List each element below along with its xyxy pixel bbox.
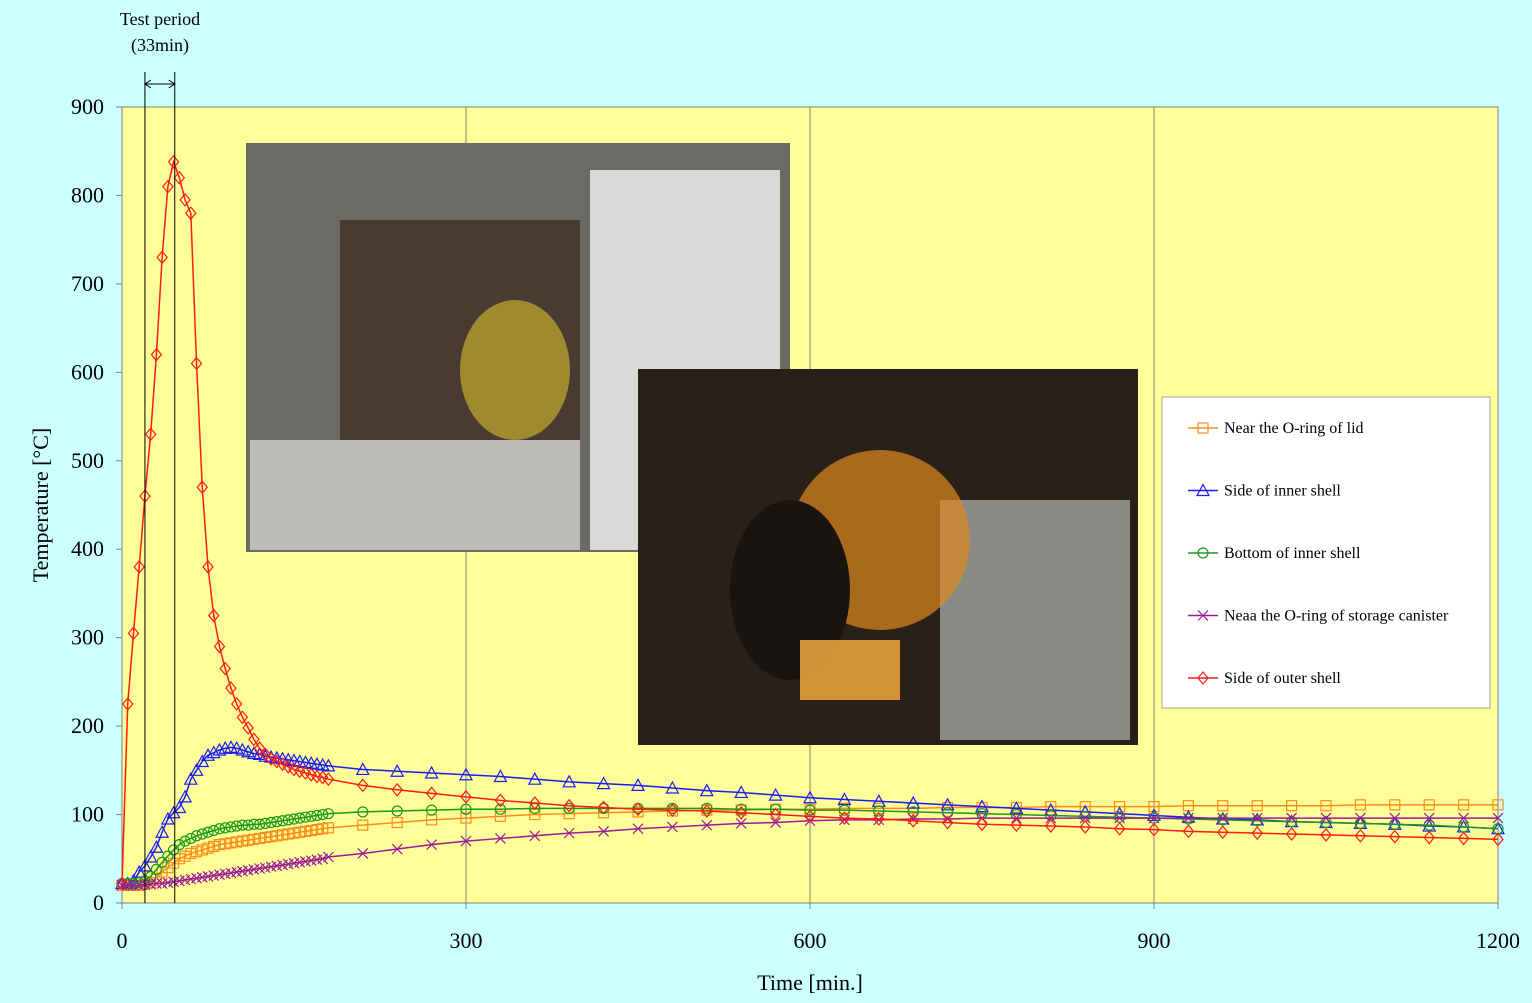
y-tick-label: 200 bbox=[71, 713, 104, 738]
y-tick-label: 600 bbox=[71, 359, 104, 384]
y-tick-label: 900 bbox=[71, 94, 104, 119]
x-axis-label: Time [min.] bbox=[757, 970, 863, 995]
legend-label: Neaa the O-ring of storage canister bbox=[1224, 608, 1449, 625]
x-tick-label: 300 bbox=[450, 928, 483, 953]
photo-1-lid bbox=[460, 300, 570, 440]
chart: 0 300 600 900 1200 0 100 200 300 400 500 600 700 800 9… bbox=[0, 0, 1532, 998]
legend-label: Bottom of inner shell bbox=[1224, 545, 1361, 562]
y-tick-label: 400 bbox=[71, 536, 104, 561]
x-tick-label: 0 bbox=[117, 928, 128, 953]
annotation: Test period bbox=[120, 9, 200, 29]
y-tick-label: 800 bbox=[71, 182, 104, 207]
legend-label: Side of inner shell bbox=[1224, 483, 1341, 500]
y-tick-label: 0 bbox=[93, 890, 104, 915]
test-period-arrow bbox=[145, 80, 175, 88]
y-axis-label: Temperature [°C] bbox=[28, 428, 53, 582]
x-tick-label: 1200 bbox=[1476, 928, 1520, 953]
legend-label: Near the O-ring of lid bbox=[1224, 420, 1364, 437]
annotation: (33min) bbox=[131, 35, 189, 56]
legend-label: Side of outer shell bbox=[1224, 670, 1341, 687]
x-tick-label: 900 bbox=[1138, 928, 1171, 953]
x-tick-label: 600 bbox=[794, 928, 827, 953]
y-tick-label: 300 bbox=[71, 625, 104, 650]
photo-2-flame bbox=[800, 640, 900, 700]
y-tick-label: 500 bbox=[71, 448, 104, 473]
photo-1-floor bbox=[250, 440, 580, 550]
photo-fire-test bbox=[638, 369, 1138, 745]
y-tick-label: 700 bbox=[71, 271, 104, 296]
y-tick-label: 100 bbox=[71, 802, 104, 827]
